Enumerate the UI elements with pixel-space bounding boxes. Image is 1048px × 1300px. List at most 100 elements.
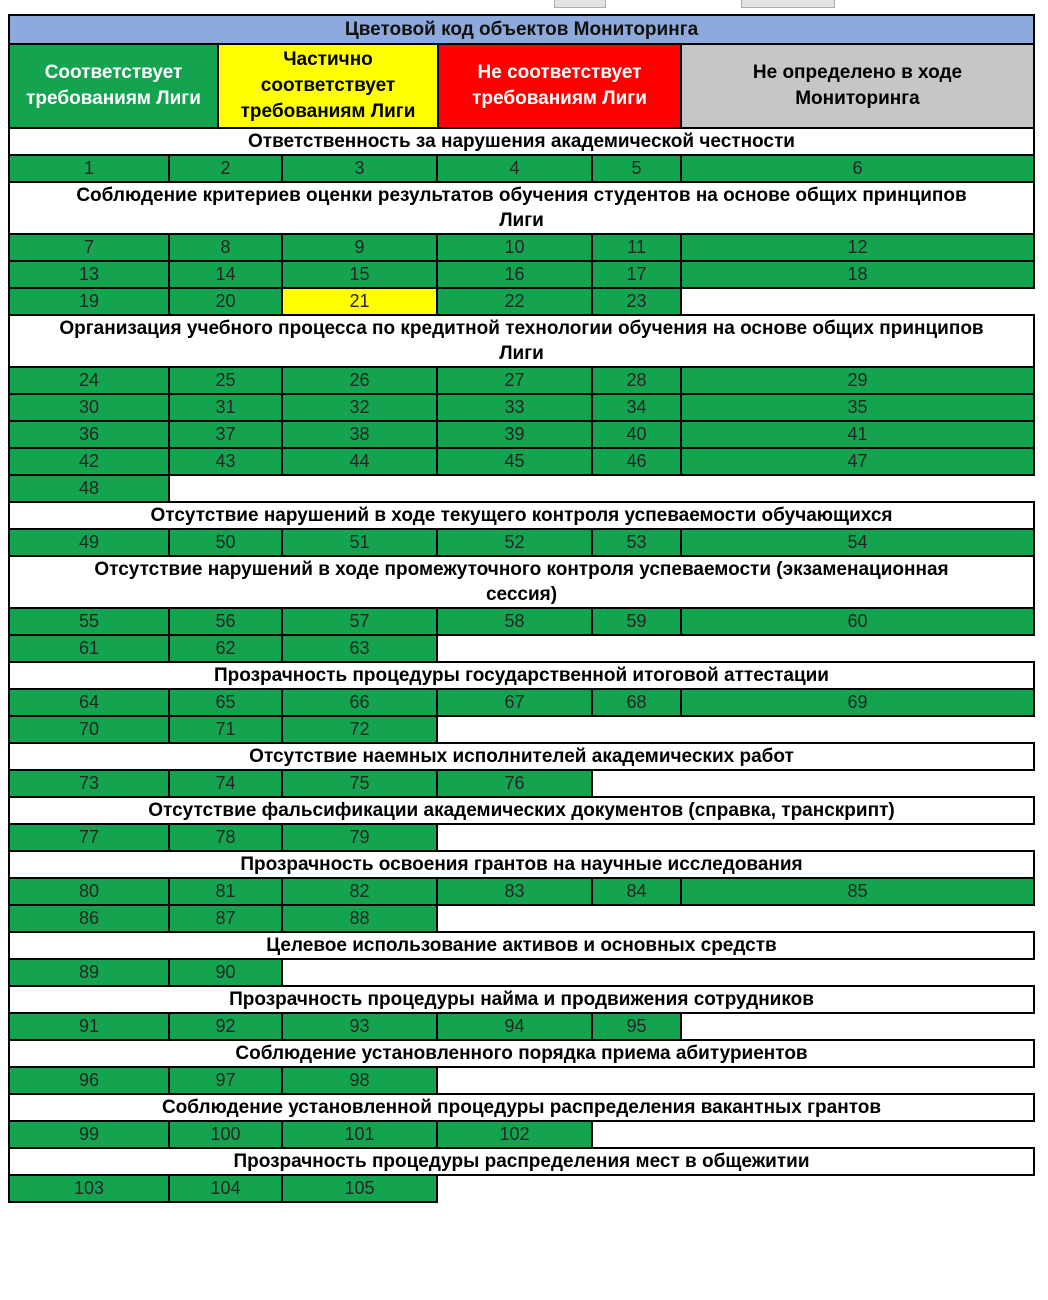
monitoring-object-cell-83: 83: [436, 877, 593, 906]
legend-cell-meets-requirements: Соответствует требованиям Лиги: [8, 43, 219, 129]
monitoring-object-cell-61: 61: [8, 634, 170, 663]
item-row: 70 71 72: [8, 715, 1035, 744]
monitoring-object-cell-2: 2: [168, 154, 283, 183]
monitoring-object-cell-62: 62: [168, 634, 283, 663]
legend-cell-not-determined: Не определено в ходе Мониторинга: [680, 43, 1035, 129]
monitoring-object-cell-71: 71: [168, 715, 283, 744]
monitoring-object-cell-38: 38: [281, 420, 438, 449]
monitoring-object-cell-91: 91: [8, 1012, 170, 1041]
monitoring-object-cell-51: 51: [281, 528, 438, 557]
item-row: 89 90: [8, 958, 1035, 987]
legend-cell-does-not-meet-requirements: Не соответствует требованиям Лиги: [437, 43, 682, 129]
monitoring-object-cell-56: 56: [168, 607, 283, 636]
item-row: 77 78 79: [8, 823, 1035, 852]
monitoring-object-cell-89: 89: [8, 958, 170, 987]
monitoring-object-cell-84: 84: [591, 877, 682, 906]
monitoring-object-cell-73: 73: [8, 769, 170, 798]
monitoring-object-cell-19: 19: [8, 287, 170, 316]
section-header-2: Соблюдение критериев оценки результатов …: [8, 181, 1035, 235]
table-title: Цветовой код объектов Мониторинга: [8, 14, 1035, 45]
monitoring-object-cell-44: 44: [281, 447, 438, 476]
section-header-7: Отсутствие наемных исполнителей академич…: [8, 742, 1035, 771]
monitoring-object-cell-100: 100: [168, 1120, 283, 1149]
monitoring-object-cell-99: 99: [8, 1120, 170, 1149]
monitoring-object-cell-102: 102: [436, 1120, 593, 1149]
monitoring-object-cell-35: 35: [680, 393, 1035, 422]
monitoring-object-cell-1: 1: [8, 154, 170, 183]
section-header-13: Соблюдение установленной процедуры распр…: [8, 1093, 1035, 1122]
monitoring-object-cell-14: 14: [168, 260, 283, 289]
cropped-content-artifact-right: [741, 0, 835, 8]
monitoring-object-cell-36: 36: [8, 420, 170, 449]
monitoring-object-cell-20: 20: [168, 287, 283, 316]
monitoring-object-cell-23: 23: [591, 287, 682, 316]
monitoring-object-cell-81: 81: [168, 877, 283, 906]
item-row: 48: [8, 474, 1035, 503]
monitoring-object-cell-15: 15: [281, 260, 438, 289]
monitoring-object-cell-40: 40: [591, 420, 682, 449]
monitoring-object-cell-12: 12: [680, 233, 1035, 262]
monitoring-object-cell-29: 29: [680, 366, 1035, 395]
monitoring-object-cell-30: 30: [8, 393, 170, 422]
item-row: 42 43 44 45 46 47: [8, 447, 1035, 476]
monitoring-object-cell-13: 13: [8, 260, 170, 289]
monitoring-object-cell-103: 103: [8, 1174, 170, 1203]
monitoring-object-cell-24: 24: [8, 366, 170, 395]
section-header-12: Соблюдение установленного порядка приема…: [8, 1039, 1035, 1068]
monitoring-object-cell-41: 41: [680, 420, 1035, 449]
monitoring-object-cell-4: 4: [436, 154, 593, 183]
monitoring-object-cell-87: 87: [168, 904, 283, 933]
cropped-content-artifact-left: [554, 0, 606, 8]
monitoring-object-cell-48: 48: [8, 474, 170, 503]
sections-container: Ответственность за нарушения академическ…: [8, 127, 1035, 1203]
monitoring-object-cell-3: 3: [281, 154, 438, 183]
monitoring-object-cell-70: 70: [8, 715, 170, 744]
item-row: 36 37 38 39 40 41: [8, 420, 1035, 449]
monitoring-object-cell-26: 26: [281, 366, 438, 395]
monitoring-object-cell-79: 79: [281, 823, 438, 852]
monitoring-object-cell-52: 52: [436, 528, 593, 557]
monitoring-object-cell-32: 32: [281, 393, 438, 422]
monitoring-object-cell-96: 96: [8, 1066, 170, 1095]
monitoring-object-cell-88: 88: [281, 904, 438, 933]
monitoring-object-cell-98: 98: [281, 1066, 438, 1095]
monitoring-object-cell-90: 90: [168, 958, 283, 987]
monitoring-object-cell-75: 75: [281, 769, 438, 798]
monitoring-object-cell-72: 72: [281, 715, 438, 744]
monitoring-object-cell-17: 17: [591, 260, 682, 289]
section-header-3: Организация учебного процесса по кредитн…: [8, 314, 1035, 368]
monitoring-object-cell-27: 27: [436, 366, 593, 395]
section-header-1: Ответственность за нарушения академическ…: [8, 127, 1035, 156]
monitoring-object-cell-74: 74: [168, 769, 283, 798]
monitoring-object-cell-21: 21: [281, 287, 438, 316]
monitoring-object-cell-86: 86: [8, 904, 170, 933]
monitoring-object-cell-53: 53: [591, 528, 682, 557]
item-row: 30 31 32 33 34 35: [8, 393, 1035, 422]
item-row: 19 20 21 22 23: [8, 287, 1035, 316]
monitoring-object-cell-8: 8: [168, 233, 283, 262]
monitoring-object-cell-46: 46: [591, 447, 682, 476]
legend-row: Соответствует требованиям Лиги Частично …: [8, 43, 1035, 129]
item-row: 7 8 9 10 11 12: [8, 233, 1035, 262]
section-header-4: Отсутствие нарушений в ходе текущего кон…: [8, 501, 1035, 530]
item-row: 24 25 26 27 28 29: [8, 366, 1035, 395]
monitoring-object-cell-9: 9: [281, 233, 438, 262]
monitoring-object-cell-101: 101: [281, 1120, 438, 1149]
monitoring-object-cell-82: 82: [281, 877, 438, 906]
monitoring-object-cell-5: 5: [591, 154, 682, 183]
monitoring-object-cell-67: 67: [436, 688, 593, 717]
monitoring-object-cell-50: 50: [168, 528, 283, 557]
monitoring-object-cell-11: 11: [591, 233, 682, 262]
monitoring-object-cell-69: 69: [680, 688, 1035, 717]
monitoring-object-cell-68: 68: [591, 688, 682, 717]
section-header-11: Прозрачность процедуры найма и продвижен…: [8, 985, 1035, 1014]
monitoring-object-cell-22: 22: [436, 287, 593, 316]
monitoring-object-cell-77: 77: [8, 823, 170, 852]
item-row: 55 56 57 58 59 60: [8, 607, 1035, 636]
monitoring-object-cell-55: 55: [8, 607, 170, 636]
monitoring-object-cell-76: 76: [436, 769, 593, 798]
monitoring-object-cell-95: 95: [591, 1012, 682, 1041]
monitoring-object-cell-64: 64: [8, 688, 170, 717]
